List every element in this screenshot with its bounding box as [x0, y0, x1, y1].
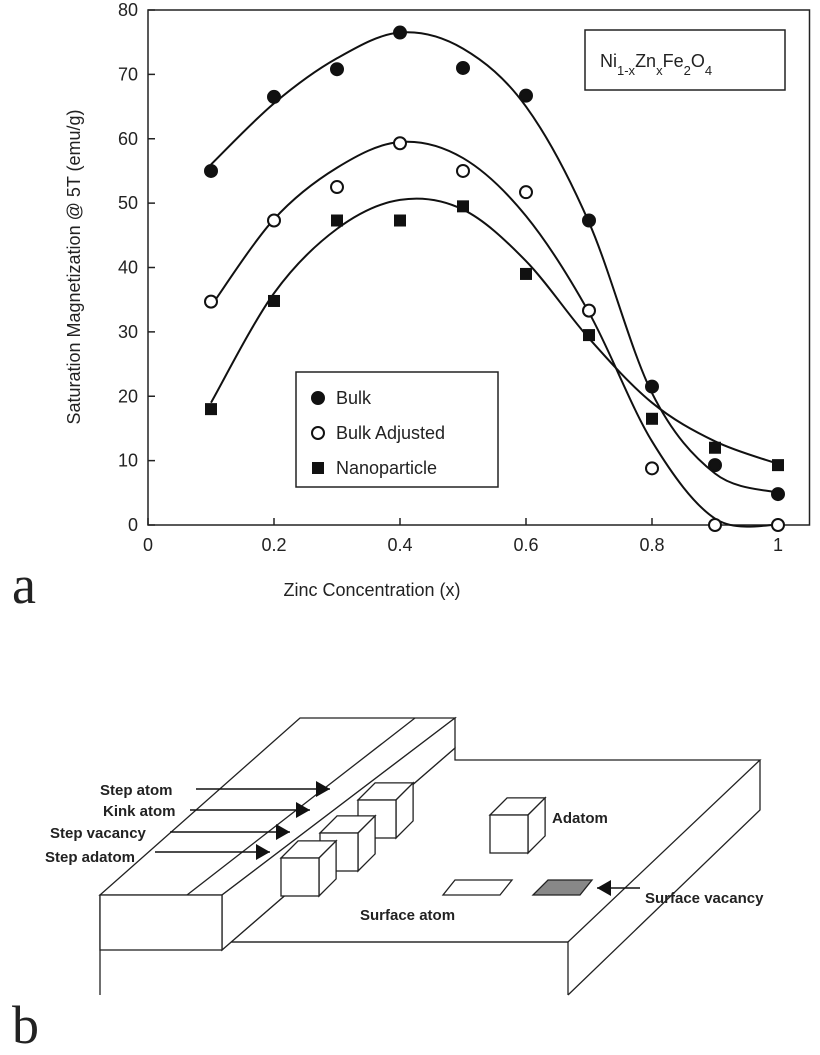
marker: [708, 458, 722, 473]
cube-front: [489, 814, 529, 854]
marker: [456, 163, 470, 178]
marker: [330, 62, 344, 77]
annotation-part: 1-x: [617, 63, 636, 78]
marker: [709, 441, 721, 454]
marker: [330, 180, 344, 195]
marker: [645, 379, 659, 394]
annotation: Ni1-xZnxFe2O4: [600, 51, 712, 78]
panel-label: a: [12, 555, 36, 615]
panel-label: b: [12, 995, 39, 1050]
diagram-label: Kink atom: [103, 803, 176, 820]
marker: [582, 303, 596, 318]
marker: [457, 200, 469, 213]
marker: [394, 214, 406, 227]
marker: [771, 487, 785, 502]
x-tick-label: 0.8: [639, 535, 664, 555]
x-axis-label: Zinc Concentration (x): [283, 580, 460, 600]
diagram-label: Adatom: [552, 810, 608, 827]
y-tick-label: 0: [128, 515, 138, 535]
marker: [456, 60, 470, 75]
diagram-label: Step vacancy: [50, 825, 147, 842]
y-tick-label: 20: [118, 386, 138, 406]
legend-label: Bulk Adjusted: [336, 423, 445, 443]
marker: [646, 412, 658, 425]
legend: [295, 371, 499, 488]
marker: [205, 403, 217, 416]
marker: [331, 214, 343, 227]
surface-atom-shape: [441, 879, 514, 896]
cubes: [279, 781, 547, 898]
fit-curve: [210, 197, 779, 465]
marker: [268, 294, 280, 307]
marker: [772, 459, 784, 472]
annotation-part: x: [656, 63, 663, 78]
arrow-head: [276, 824, 290, 840]
x-tick-label: 0.6: [513, 535, 538, 555]
annotation-part: Fe: [663, 51, 684, 71]
front-face: [99, 894, 223, 951]
x-tick-label: 0.2: [261, 535, 286, 555]
marker: [393, 25, 407, 40]
marker: [520, 267, 532, 280]
marker: [204, 163, 218, 178]
y-tick-label: 80: [118, 0, 138, 20]
marker: [519, 185, 533, 200]
edge: [567, 760, 761, 996]
marker: [204, 294, 218, 309]
arrow-head: [316, 781, 330, 797]
arrow-head: [296, 802, 310, 818]
y-tick-label: 60: [118, 129, 138, 149]
y-tick-label: 40: [118, 258, 138, 278]
x-tick-label: 0: [143, 535, 153, 555]
arrow-head: [256, 844, 270, 860]
y-tick-label: 30: [118, 322, 138, 342]
diagram-label: Step atom: [100, 782, 173, 799]
arrows: [155, 781, 640, 896]
marker: [519, 88, 533, 103]
marker: [267, 213, 281, 228]
diagram-label: Surface atom: [360, 907, 455, 924]
diagram: [98, 716, 762, 996]
cube-front: [280, 857, 320, 897]
annotation-box: [584, 29, 786, 91]
fit-curve: [210, 31, 779, 494]
marker: [393, 136, 407, 151]
marker: [645, 461, 659, 476]
marker: [708, 518, 722, 532]
legend-label: Nanoparticle: [336, 458, 437, 478]
y-tick-label: 70: [118, 64, 138, 84]
annotation-part: O: [691, 51, 705, 71]
legend-marker: [312, 462, 324, 474]
y-axis-label: Saturation Magnetization @ 5T (emu/g): [64, 109, 84, 424]
annotation-part: Ni: [600, 51, 617, 71]
arrow-head: [597, 880, 611, 896]
fit-curve: [210, 140, 779, 528]
diagram-label: Surface vacancy: [645, 890, 764, 907]
legend-marker: [311, 391, 325, 405]
x-tick-label: 0.4: [387, 535, 412, 555]
y-tick-label: 10: [118, 451, 138, 471]
marker: [267, 89, 281, 104]
surface-vacancy-shape: [531, 879, 594, 896]
x-tick-label: 1: [773, 535, 783, 555]
marker: [771, 518, 785, 532]
marker: [582, 213, 596, 228]
annotation-part: 2: [684, 63, 691, 78]
diagram-label: Step adatom: [45, 849, 135, 866]
y-tick-label: 50: [118, 193, 138, 213]
legend-marker: [311, 426, 325, 440]
annotation-part: Zn: [635, 51, 656, 71]
legend-label: Bulk: [336, 388, 372, 408]
marker: [583, 329, 595, 342]
annotation-part: 4: [705, 63, 712, 78]
